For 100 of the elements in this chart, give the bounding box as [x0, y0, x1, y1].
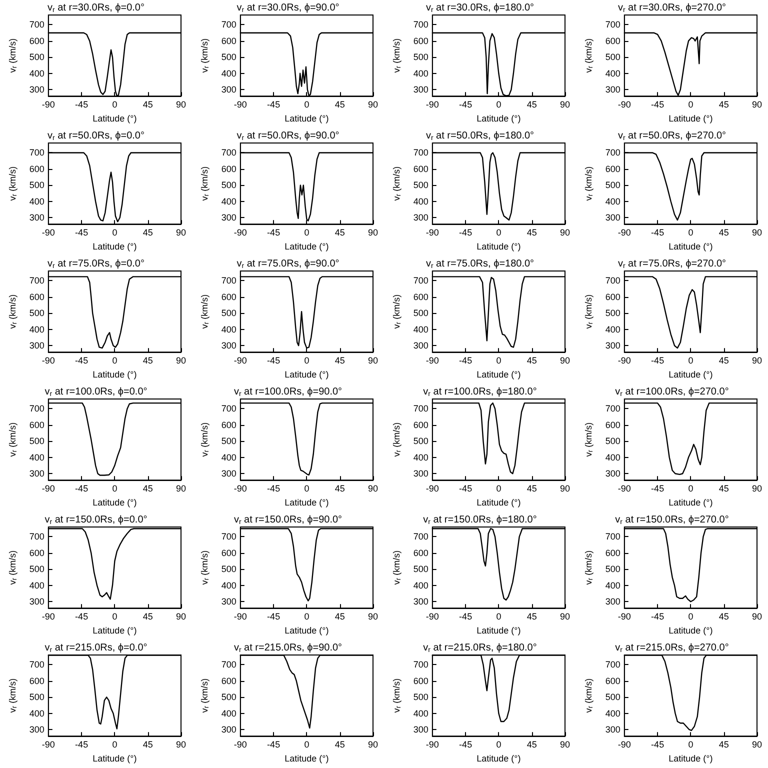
y-tick-label: 500: [413, 564, 428, 574]
x-tick-label: -90: [42, 740, 55, 750]
y-tick-label: 500: [221, 52, 236, 62]
y-tick-label: 300: [413, 212, 428, 223]
x-tick-label: -45: [75, 356, 88, 366]
x-tick-label: -45: [459, 740, 472, 750]
y-tick-label: 500: [29, 692, 44, 702]
y-tick-label: 700: [29, 276, 44, 286]
y-tick-label: 600: [413, 292, 428, 302]
y-tick-label: 400: [29, 324, 44, 334]
y-tick-label: 700: [29, 148, 44, 158]
x-tick-label: 0: [496, 740, 502, 750]
y-tick-label: 500: [221, 308, 236, 318]
y-tick-label: 600: [221, 164, 236, 174]
y-tick-label: 600: [605, 36, 620, 46]
x-tick-label: 90: [176, 612, 186, 622]
x-tick-label: -90: [618, 484, 631, 494]
x-tick-label: -45: [651, 612, 664, 622]
x-tick-label: 90: [560, 484, 570, 494]
x-tick-label: -45: [651, 100, 664, 110]
x-tick-label: 45: [718, 612, 729, 622]
y-tick-label: 700: [605, 532, 620, 542]
y-tick-label: 500: [413, 180, 428, 190]
x-axis-title: Latitude (°): [92, 370, 137, 380]
x-tick-label: 0: [496, 228, 502, 238]
x-tick-label: 0: [112, 100, 118, 110]
x-tick-label: -90: [426, 100, 439, 110]
y-tick-label: 400: [413, 708, 428, 718]
x-tick-label: -90: [42, 228, 55, 238]
y-tick-label: 500: [413, 308, 428, 318]
y-tick-label: 400: [605, 68, 620, 78]
y-tick-label: 400: [413, 196, 428, 206]
x-tick-label: 45: [334, 100, 345, 110]
y-tick-label: 300: [413, 84, 428, 95]
y-tick-label: 500: [605, 52, 620, 62]
x-tick-label: -45: [459, 228, 472, 238]
x-tick-label: 45: [334, 356, 345, 366]
y-tick-label: 600: [605, 548, 620, 558]
x-tick-label: 0: [112, 612, 118, 622]
x-axis-title: Latitude (°): [476, 754, 521, 764]
x-tick-label: 0: [304, 612, 310, 622]
y-tick-label: 600: [221, 548, 236, 558]
y-tick-label: 300: [605, 468, 620, 479]
x-tick-label: 0: [112, 356, 118, 366]
x-tick-label: -45: [459, 612, 472, 622]
x-tick-label: 0: [688, 100, 694, 110]
y-tick-label: 400: [29, 196, 44, 206]
x-tick-label: 90: [560, 740, 570, 750]
y-tick-label: 700: [29, 20, 44, 30]
x-tick-label: -90: [234, 612, 247, 622]
y-tick-label: 500: [29, 52, 44, 62]
x-tick-label: 90: [368, 228, 378, 238]
x-tick-label: 45: [718, 356, 729, 366]
x-axis-title: Latitude (°): [284, 242, 329, 252]
y-tick-label: 700: [413, 276, 428, 286]
x-tick-label: 0: [688, 228, 694, 238]
x-tick-label: 0: [688, 740, 694, 750]
x-tick-label: 0: [688, 612, 694, 622]
y-tick-label: 300: [413, 340, 428, 351]
y-tick-label: 400: [221, 324, 236, 334]
x-tick-label: 45: [718, 484, 729, 494]
x-tick-label: -45: [267, 100, 280, 110]
y-tick-label: 300: [605, 596, 620, 607]
y-tick-label: 300: [413, 724, 428, 735]
x-tick-label: 90: [176, 484, 186, 494]
y-tick-label: 300: [605, 724, 620, 735]
y-tick-label: 400: [413, 324, 428, 334]
y-tick-label: 600: [29, 676, 44, 686]
x-tick-label: -90: [426, 356, 439, 366]
y-tick-label: 300: [605, 84, 620, 95]
y-tick-label: 400: [29, 708, 44, 718]
y-tick-label: 400: [605, 324, 620, 334]
y-tick-label: 400: [29, 452, 44, 462]
y-tick-label: 300: [413, 468, 428, 479]
y-tick-label: 700: [221, 148, 236, 158]
x-tick-label: -90: [618, 356, 631, 366]
x-tick-label: -90: [42, 100, 55, 110]
y-tick-label: 700: [29, 532, 44, 542]
y-tick-label: 600: [413, 36, 428, 46]
y-tick-label: 500: [29, 436, 44, 446]
x-tick-label: 45: [334, 228, 345, 238]
y-tick-label: 600: [29, 292, 44, 302]
x-tick-label: -45: [267, 740, 280, 750]
x-tick-label: 90: [752, 228, 762, 238]
x-tick-label: -45: [651, 356, 664, 366]
x-tick-label: -45: [75, 484, 88, 494]
y-tick-label: 300: [29, 468, 44, 479]
y-tick-label: 500: [605, 692, 620, 702]
y-tick-label: 400: [221, 452, 236, 462]
x-tick-label: -45: [75, 740, 88, 750]
y-tick-label: 700: [413, 20, 428, 30]
x-tick-label: 0: [688, 356, 694, 366]
y-tick-label: 400: [605, 580, 620, 590]
x-tick-label: 45: [526, 484, 537, 494]
x-axis-title: Latitude (°): [92, 498, 137, 508]
y-tick-label: 400: [221, 708, 236, 718]
y-tick-label: 300: [221, 212, 236, 223]
y-tick-label: 300: [29, 212, 44, 223]
y-tick-label: 500: [221, 692, 236, 702]
x-tick-label: 90: [560, 228, 570, 238]
